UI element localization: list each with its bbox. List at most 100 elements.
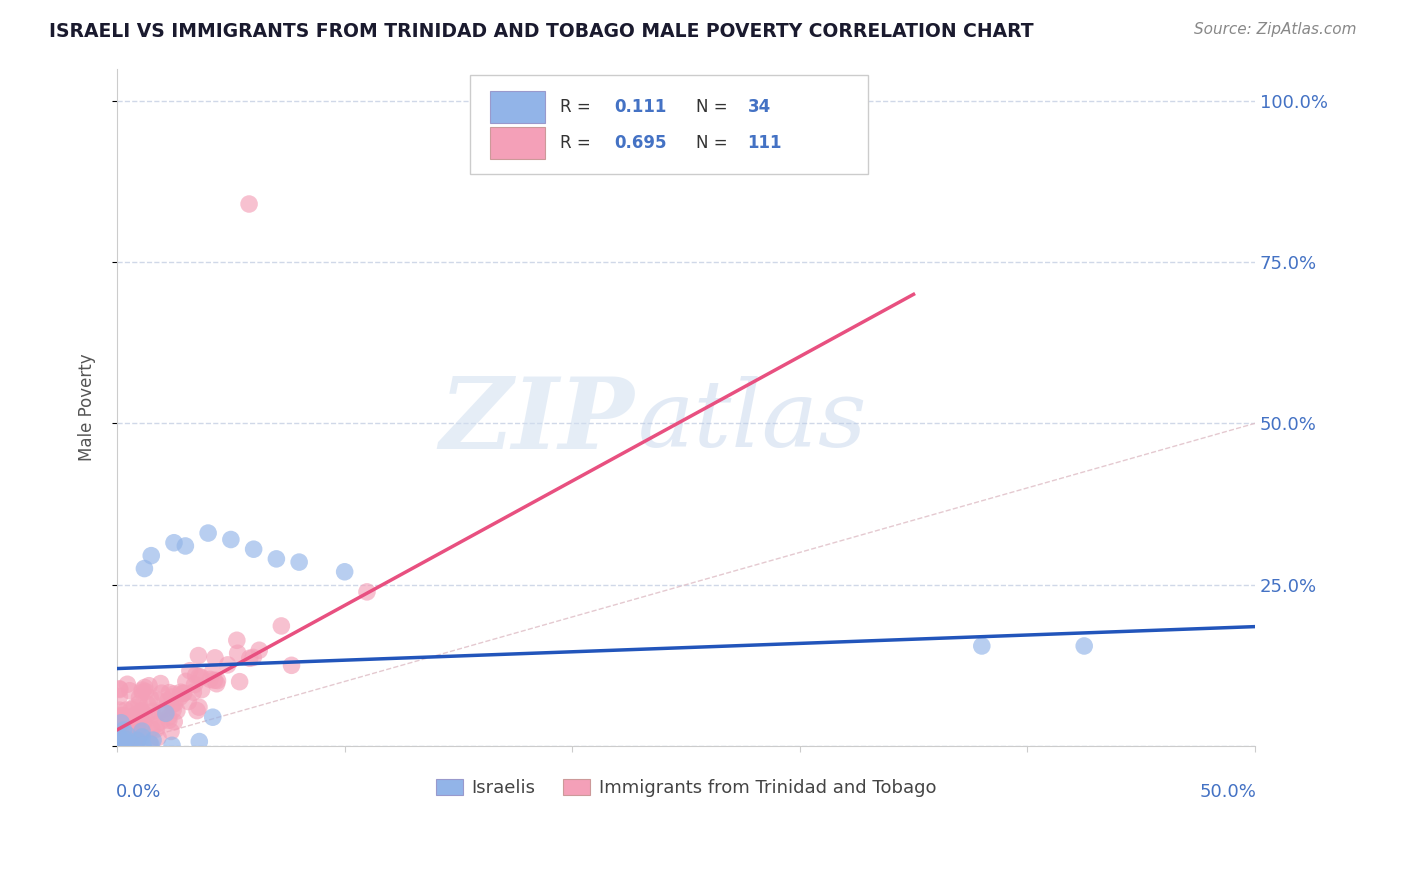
- Point: [115, 728, 138, 742]
- Point: [187, 648, 209, 663]
- Point: [190, 670, 212, 684]
- Point: [110, 712, 132, 726]
- Point: [188, 700, 211, 714]
- Y-axis label: Male Poverty: Male Poverty: [79, 353, 96, 461]
- Point: [238, 197, 260, 211]
- Point: [174, 539, 197, 553]
- Point: [141, 705, 163, 719]
- Point: [128, 715, 150, 730]
- Text: N =: N =: [696, 98, 733, 116]
- Point: [110, 736, 132, 750]
- Point: [108, 682, 131, 697]
- Point: [136, 698, 159, 712]
- Point: [108, 733, 131, 747]
- Point: [111, 735, 134, 749]
- Point: [108, 690, 131, 704]
- Point: [115, 728, 138, 742]
- Point: [270, 619, 292, 633]
- Text: 0.111: 0.111: [614, 98, 666, 116]
- Point: [149, 676, 172, 690]
- Point: [228, 674, 250, 689]
- Point: [207, 673, 229, 688]
- FancyBboxPatch shape: [491, 127, 546, 160]
- Point: [127, 724, 149, 739]
- Point: [155, 706, 177, 721]
- Point: [188, 670, 211, 684]
- Point: [134, 707, 156, 722]
- Point: [145, 717, 167, 731]
- Point: [114, 727, 136, 741]
- Point: [122, 700, 145, 714]
- Point: [115, 732, 138, 747]
- Point: [121, 738, 143, 752]
- Point: [157, 685, 180, 699]
- Point: [142, 733, 165, 747]
- Text: 0.695: 0.695: [614, 134, 666, 152]
- Point: [114, 703, 136, 717]
- Point: [118, 723, 141, 737]
- Point: [128, 697, 150, 711]
- Point: [111, 738, 134, 752]
- Point: [188, 734, 211, 748]
- Point: [131, 683, 153, 698]
- Text: R =: R =: [560, 98, 596, 116]
- Point: [111, 728, 134, 742]
- Point: [127, 733, 149, 747]
- Point: [242, 542, 264, 557]
- Point: [156, 693, 179, 707]
- Point: [219, 533, 242, 547]
- Point: [131, 726, 153, 740]
- FancyBboxPatch shape: [491, 91, 546, 123]
- Point: [132, 739, 155, 753]
- Point: [117, 677, 139, 691]
- Point: [111, 723, 134, 738]
- Point: [118, 683, 141, 698]
- Point: [162, 697, 184, 711]
- Point: [135, 707, 157, 722]
- Point: [112, 714, 135, 729]
- Point: [356, 585, 378, 599]
- Point: [111, 724, 134, 739]
- Point: [242, 650, 264, 665]
- Point: [125, 721, 148, 735]
- Point: [111, 731, 134, 746]
- Point: [163, 697, 186, 711]
- Point: [131, 730, 153, 744]
- Point: [131, 705, 153, 719]
- Point: [117, 736, 139, 750]
- Point: [134, 561, 156, 575]
- Point: [110, 709, 132, 723]
- Point: [149, 714, 172, 729]
- Point: [138, 679, 160, 693]
- Point: [197, 526, 219, 541]
- Point: [169, 690, 191, 704]
- Point: [120, 702, 142, 716]
- Point: [125, 707, 148, 722]
- Text: ZIP: ZIP: [440, 373, 634, 469]
- Point: [160, 690, 183, 704]
- Point: [247, 643, 270, 657]
- FancyBboxPatch shape: [470, 75, 868, 174]
- Point: [139, 737, 162, 751]
- Point: [124, 731, 146, 745]
- Point: [108, 703, 131, 717]
- Point: [179, 664, 201, 678]
- Point: [121, 727, 143, 741]
- Point: [163, 714, 186, 729]
- Point: [129, 704, 152, 718]
- Point: [134, 684, 156, 698]
- Point: [129, 711, 152, 725]
- Point: [145, 722, 167, 736]
- Point: [146, 693, 169, 707]
- Point: [163, 535, 186, 549]
- Point: [226, 646, 249, 660]
- Point: [163, 687, 186, 701]
- Point: [127, 733, 149, 747]
- Point: [138, 736, 160, 750]
- Point: [128, 729, 150, 743]
- Legend: Israelis, Immigrants from Trinidad and Tobago: Israelis, Immigrants from Trinidad and T…: [429, 772, 943, 805]
- Point: [150, 702, 173, 716]
- Point: [288, 555, 311, 569]
- Point: [108, 731, 131, 745]
- Point: [128, 690, 150, 705]
